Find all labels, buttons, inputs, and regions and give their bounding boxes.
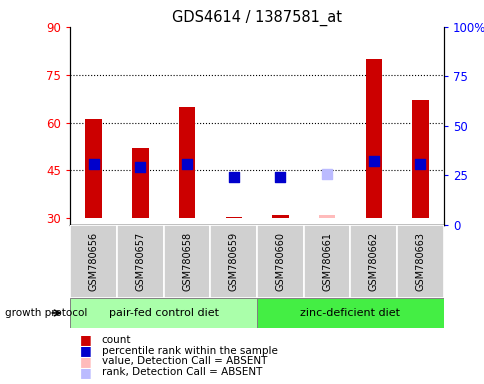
Bar: [225, 217, 242, 218]
Bar: [411, 100, 428, 218]
Point: [276, 174, 284, 180]
Text: ■: ■: [80, 344, 91, 357]
Bar: [396, 225, 443, 298]
Text: ■: ■: [80, 355, 91, 368]
Text: growth protocol: growth protocol: [5, 308, 87, 318]
Point: [183, 161, 191, 167]
Text: GSM780662: GSM780662: [368, 232, 378, 291]
Text: ■: ■: [80, 333, 91, 346]
Bar: [70, 225, 117, 298]
Bar: [210, 225, 257, 298]
Bar: [164, 225, 210, 298]
Bar: [85, 119, 102, 218]
Bar: [179, 107, 195, 218]
Text: GSM780657: GSM780657: [135, 232, 145, 291]
Bar: [365, 59, 381, 218]
Point: [416, 161, 424, 167]
Point: [369, 158, 377, 164]
Bar: [132, 148, 148, 218]
Text: GSM780661: GSM780661: [321, 232, 332, 291]
Bar: [257, 225, 303, 298]
Bar: [117, 225, 164, 298]
Text: GSM780663: GSM780663: [415, 232, 424, 291]
Text: GSM780658: GSM780658: [182, 232, 192, 291]
Bar: [70, 298, 257, 328]
Text: ■: ■: [80, 366, 91, 379]
Point: [322, 170, 330, 177]
Text: pair-fed control diet: pair-fed control diet: [108, 308, 218, 318]
Text: GSM780656: GSM780656: [89, 232, 98, 291]
Point: [136, 164, 144, 170]
Bar: [272, 215, 288, 218]
Text: percentile rank within the sample: percentile rank within the sample: [102, 346, 277, 356]
Text: count: count: [102, 335, 131, 345]
Bar: [257, 298, 443, 328]
Text: rank, Detection Call = ABSENT: rank, Detection Call = ABSENT: [102, 367, 262, 377]
Bar: [303, 225, 349, 298]
Text: value, Detection Call = ABSENT: value, Detection Call = ABSENT: [102, 356, 267, 366]
Bar: [318, 215, 334, 218]
Title: GDS4614 / 1387581_at: GDS4614 / 1387581_at: [172, 9, 341, 25]
Text: GSM780659: GSM780659: [228, 232, 238, 291]
Bar: [349, 225, 396, 298]
Text: GSM780660: GSM780660: [275, 232, 285, 291]
Text: zinc-deficient diet: zinc-deficient diet: [300, 308, 400, 318]
Point: [229, 174, 237, 180]
Point: [90, 161, 97, 167]
